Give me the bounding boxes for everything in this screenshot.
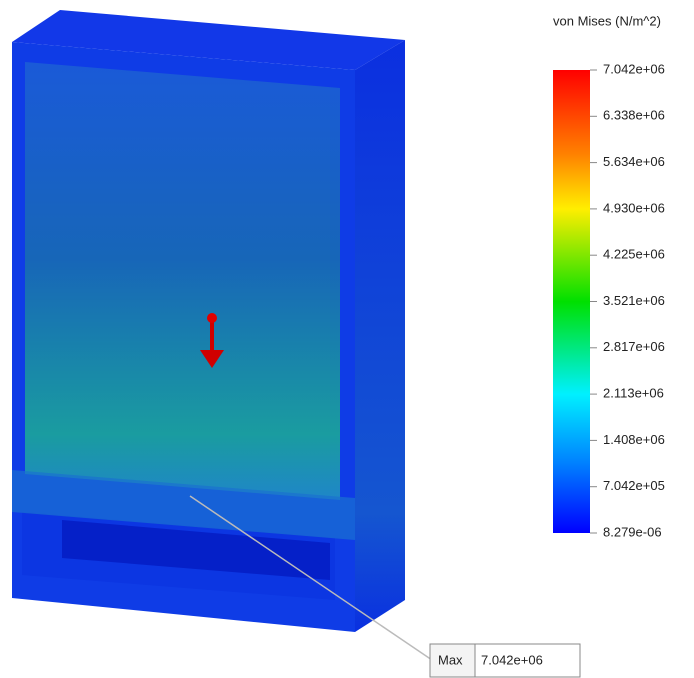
legend-label: 5.634e+06 — [603, 154, 665, 169]
page: von Mises (N/m^2) 7.042e+06 6.338e+06 5.63… — [0, 0, 694, 678]
legend-label: 2.817e+06 — [603, 339, 665, 354]
legend-label: 7.042e+06 — [603, 61, 665, 76]
legend-label: 2.113e+06 — [603, 386, 664, 401]
color-scale — [553, 70, 590, 533]
side-face — [355, 40, 405, 632]
legend-label: 7.042e+05 — [603, 478, 665, 493]
legend-label: 1.408e+06 — [603, 432, 665, 447]
legend-label: 3.521e+06 — [603, 293, 665, 308]
stress-plot: von Mises (N/m^2) 7.042e+06 6.338e+06 5.63… — [0, 0, 694, 678]
probe-label: Max — [438, 652, 463, 667]
legend-label: 4.930e+06 — [603, 200, 665, 215]
probe-value: 7.042e+06 — [481, 652, 543, 667]
legend-title: von Mises (N/m^2) — [553, 13, 661, 28]
legend-label: 8.279e-06 — [603, 524, 662, 539]
probe: Max 7.042e+06 — [430, 644, 580, 677]
inner-panel — [25, 62, 340, 500]
legend-label: 4.225e+06 — [603, 247, 665, 262]
legend-label: 6.338e+06 — [603, 108, 665, 123]
